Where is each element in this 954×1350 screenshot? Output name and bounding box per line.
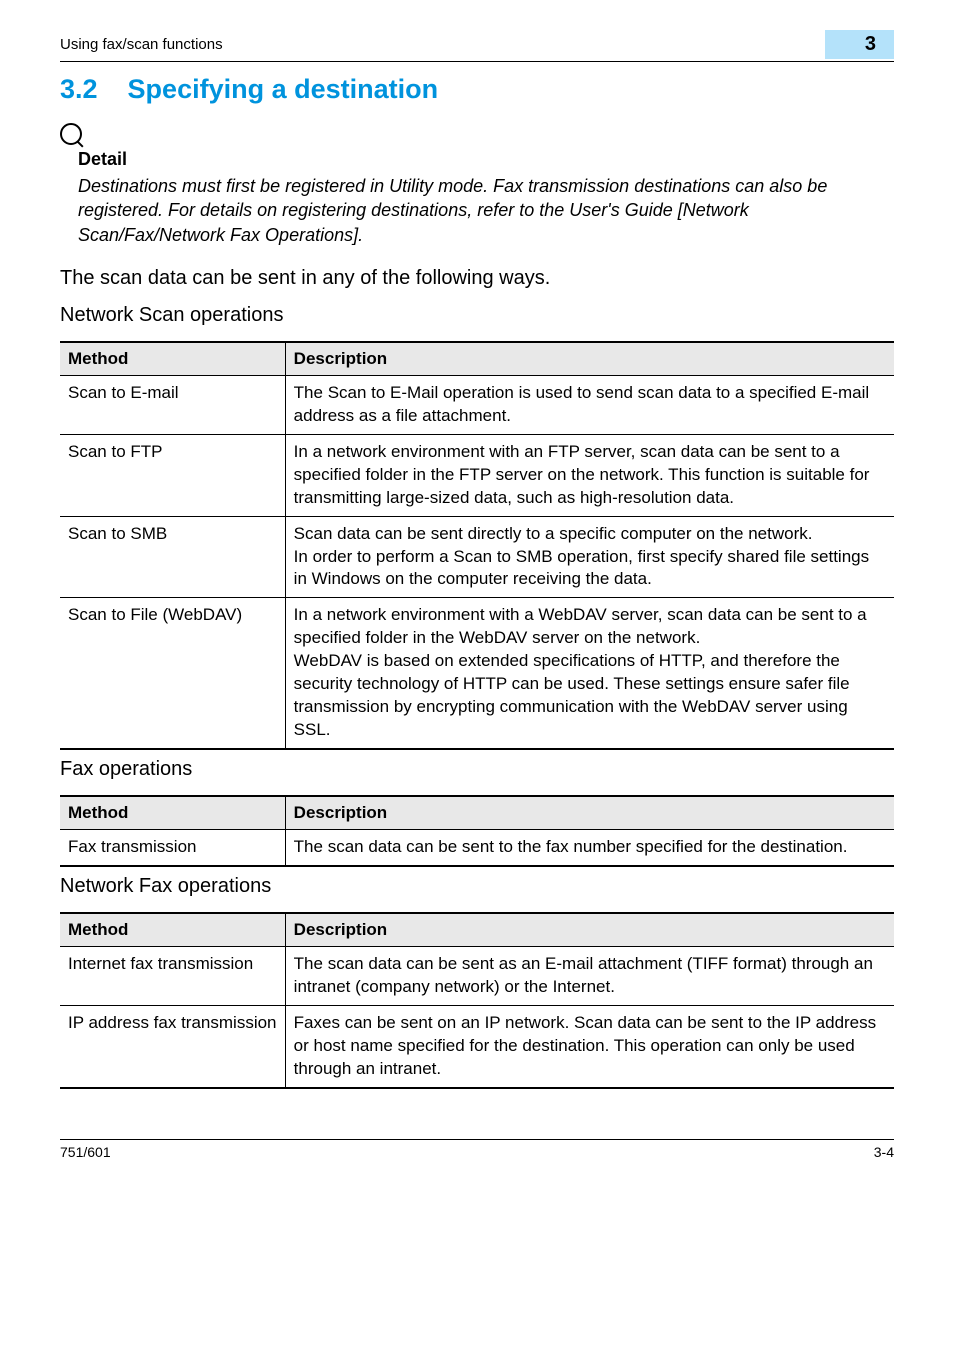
col-method: Method: [60, 796, 285, 830]
table-row: Internet fax transmission The scan data …: [60, 946, 894, 1005]
table-row: Scan to FTP In a network environment wit…: [60, 434, 894, 516]
cell-method: Fax transmission: [60, 830, 285, 866]
col-method: Method: [60, 342, 285, 376]
magnifier-icon: [60, 123, 894, 149]
cell-description: In a network environment with a WebDAV s…: [285, 598, 894, 749]
subheading-network-scan: Network Scan operations: [60, 304, 894, 327]
detail-text: Destinations must first be registered in…: [78, 174, 894, 247]
cell-description: Scan data can be sent directly to a spec…: [285, 516, 894, 598]
footer-left: 751/601: [60, 1144, 111, 1160]
cell-method: Internet fax transmission: [60, 946, 285, 1005]
col-description: Description: [285, 796, 894, 830]
col-description: Description: [285, 342, 894, 376]
cell-method: Scan to E-mail: [60, 375, 285, 434]
table-network-scan: Method Description Scan to E-mail The Sc…: [60, 341, 894, 750]
detail-label: Detail: [78, 149, 894, 170]
cell-description: The scan data can be sent to the fax num…: [285, 830, 894, 866]
cell-description: Faxes can be sent on an IP network. Scan…: [285, 1005, 894, 1087]
table-fax-ops: Method Description Fax transmission The …: [60, 795, 894, 867]
table-row: Scan to File (WebDAV) In a network envir…: [60, 598, 894, 749]
subheading-fax-ops: Fax operations: [60, 758, 894, 781]
subheading-network-fax: Network Fax operations: [60, 875, 894, 898]
detail-block: Detail Destinations must first be regist…: [60, 123, 894, 247]
table-row: Fax transmission The scan data can be se…: [60, 830, 894, 866]
heading-number: 3.2: [60, 74, 98, 104]
cell-description: The Scan to E-Mail operation is used to …: [285, 375, 894, 434]
cell-method: Scan to FTP: [60, 434, 285, 516]
cell-method: Scan to SMB: [60, 516, 285, 598]
cell-method: Scan to File (WebDAV): [60, 598, 285, 749]
table-network-fax: Method Description Internet fax transmis…: [60, 912, 894, 1089]
chapter-tab: 3: [825, 30, 894, 59]
heading-title: Specifying a destination: [128, 74, 439, 104]
cell-description: In a network environment with an FTP ser…: [285, 434, 894, 516]
col-description: Description: [285, 913, 894, 947]
cell-method: IP address fax transmission: [60, 1005, 285, 1087]
cell-description: The scan data can be sent as an E-mail a…: [285, 946, 894, 1005]
footer-right: 3-4: [874, 1144, 894, 1160]
table-row: Scan to E-mail The Scan to E-Mail operat…: [60, 375, 894, 434]
intro-text: The scan data can be sent in any of the …: [60, 267, 894, 290]
header-left: Using fax/scan functions: [60, 36, 223, 53]
table-row: Scan to SMB Scan data can be sent direct…: [60, 516, 894, 598]
section-heading: 3.2 Specifying a destination: [60, 74, 894, 105]
table-row: IP address fax transmission Faxes can be…: [60, 1005, 894, 1087]
col-method: Method: [60, 913, 285, 947]
